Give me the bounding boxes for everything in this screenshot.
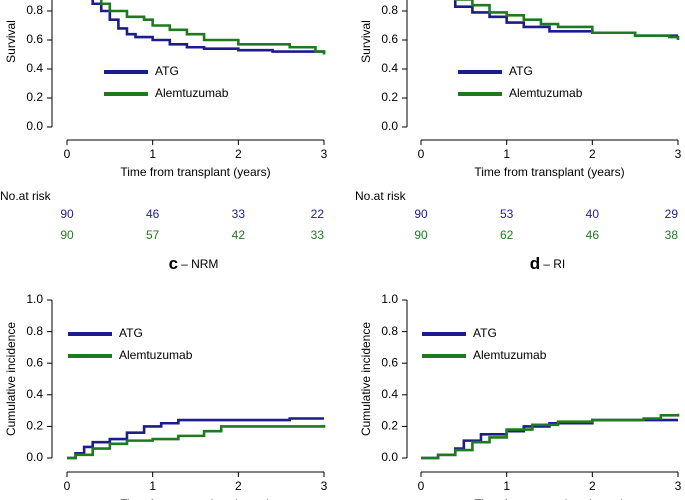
y-tick-label: 0.4 — [381, 387, 398, 401]
y-tick-label: 0.4 — [26, 387, 43, 401]
legend-label: ATG — [473, 326, 497, 340]
risk-count: 57 — [146, 228, 160, 242]
risk-count: 90 — [414, 207, 428, 221]
y-tick-label: 0.8 — [26, 324, 43, 338]
y-tick-label: 0.8 — [381, 3, 398, 17]
y-tick-label: 0.6 — [381, 32, 398, 46]
risk-count: 40 — [586, 207, 600, 221]
legend-label: Alemtuzumab — [509, 86, 583, 100]
legend-label: ATG — [509, 64, 533, 78]
y-tick-label: 0.6 — [26, 355, 43, 369]
x-axis-label: Time from transplant (years) — [474, 165, 624, 179]
survival-curve — [453, 0, 678, 37]
x-tick-label: 0 — [64, 147, 71, 161]
y-tick-label: 0.8 — [381, 324, 398, 338]
survival-curve — [91, 0, 326, 54]
risk-count: 62 — [500, 228, 514, 242]
x-tick-label: 3 — [675, 147, 682, 161]
risk-count: 42 — [232, 228, 246, 242]
legend-label: ATG — [155, 64, 179, 78]
y-tick-label: 0.0 — [26, 450, 43, 464]
risk-table-label: No.at risk — [0, 189, 52, 203]
x-tick-label: 0 — [418, 479, 425, 493]
legend-label: Alemtuzumab — [119, 348, 193, 362]
x-axis-label: Time from transplant (years) — [120, 497, 270, 500]
y-tick-label: 0.4 — [26, 61, 43, 75]
survival-curve — [421, 413, 680, 460]
x-tick-label: 0 — [418, 147, 425, 161]
x-tick-label: 1 — [503, 479, 510, 493]
panel-name: – NRM — [181, 257, 218, 271]
risk-count: 38 — [665, 228, 679, 242]
y-tick-label: 0.0 — [26, 119, 43, 133]
panel-letter: d — [530, 254, 540, 273]
panel-title: d – RI — [530, 254, 565, 273]
y-axis-label: Cumulative incidence — [4, 322, 18, 436]
y-tick-label: 0.2 — [26, 419, 43, 433]
survival-curve — [453, 0, 680, 40]
y-tick-label: 1.0 — [26, 292, 43, 306]
risk-count: 46 — [586, 228, 600, 242]
survival-curve — [67, 417, 324, 460]
x-axis-label: Time from transplant (years) — [120, 165, 270, 179]
risk-count: 29 — [665, 207, 679, 221]
risk-table-label: No.at risk — [355, 189, 407, 203]
y-tick-label: 0.2 — [381, 419, 398, 433]
risk-count: 46 — [146, 207, 160, 221]
survival-curve — [67, 424, 326, 460]
y-tick-label: 0.8 — [26, 3, 43, 17]
panel-name: – RI — [543, 257, 565, 271]
x-tick-label: 1 — [149, 147, 156, 161]
survival-curve — [99, 0, 326, 55]
legend-label: Alemtuzumab — [473, 348, 547, 362]
x-tick-label: 1 — [503, 147, 510, 161]
y-tick-label: 0.4 — [381, 61, 398, 75]
risk-count: 90 — [60, 207, 74, 221]
panel-letter: c — [169, 254, 178, 273]
legend-label: Alemtuzumab — [155, 86, 229, 100]
x-tick-label: 3 — [675, 479, 682, 493]
x-tick-label: 0 — [64, 479, 71, 493]
risk-count: 33 — [232, 207, 246, 221]
y-tick-label: 0.2 — [26, 90, 43, 104]
x-tick-label: 3 — [321, 479, 328, 493]
y-tick-label: 0.0 — [381, 450, 398, 464]
y-tick-label: 0.0 — [381, 119, 398, 133]
x-tick-label: 2 — [235, 147, 242, 161]
risk-count: 22 — [311, 207, 325, 221]
risk-count: 53 — [500, 207, 514, 221]
y-axis-label: Survival — [4, 20, 18, 63]
x-axis-label: Time from transplant (years) — [474, 497, 624, 500]
y-tick-label: 1.0 — [381, 292, 398, 306]
y-axis-label: Survival — [359, 20, 373, 63]
y-tick-label: 0.2 — [381, 90, 398, 104]
x-tick-label: 3 — [321, 147, 328, 161]
risk-count: 90 — [414, 228, 428, 242]
y-tick-label: 0.6 — [26, 32, 43, 46]
x-tick-label: 2 — [589, 479, 596, 493]
risk-count: 33 — [311, 228, 325, 242]
legend-label: ATG — [119, 326, 143, 340]
panel-title: c – NRM — [169, 254, 219, 273]
x-tick-label: 2 — [235, 479, 242, 493]
x-tick-label: 1 — [149, 479, 156, 493]
y-axis-label: Cumulative incidence — [359, 322, 373, 436]
risk-count: 90 — [60, 228, 74, 242]
x-tick-label: 2 — [589, 147, 596, 161]
y-tick-label: 0.6 — [381, 355, 398, 369]
